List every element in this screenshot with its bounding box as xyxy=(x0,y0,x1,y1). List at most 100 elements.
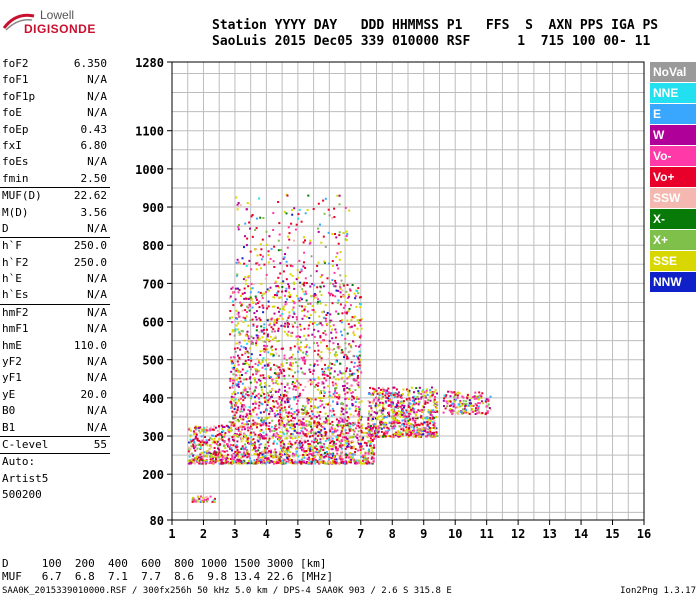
echo-point xyxy=(354,462,357,465)
echo-point xyxy=(348,428,351,431)
echo-point xyxy=(327,415,329,418)
echo-point xyxy=(319,300,321,303)
echo-point xyxy=(276,292,279,295)
echo-point xyxy=(284,290,287,292)
echo-point xyxy=(266,451,269,454)
echo-point xyxy=(347,456,350,459)
echo-point xyxy=(393,408,396,411)
echo-point xyxy=(357,287,360,290)
echo-point xyxy=(402,400,405,403)
echo-point xyxy=(287,442,290,445)
echo-point xyxy=(264,340,267,343)
echo-point xyxy=(397,410,400,413)
echo-point xyxy=(387,427,390,430)
echo-point xyxy=(288,311,291,314)
echo-point xyxy=(247,352,250,355)
echo-point xyxy=(350,441,353,444)
echo-point xyxy=(468,404,470,407)
echo-point xyxy=(294,371,296,374)
echo-point xyxy=(208,448,211,451)
echo-point xyxy=(246,420,248,423)
echo-point xyxy=(357,384,360,387)
echo-point xyxy=(275,424,277,427)
echo-point xyxy=(250,442,253,445)
echo-point xyxy=(237,383,240,386)
echo-point xyxy=(298,299,301,302)
echo-point xyxy=(255,424,257,427)
echo-point xyxy=(302,409,305,412)
echo-point xyxy=(244,352,247,355)
echo-point xyxy=(426,434,429,437)
echo-point xyxy=(275,451,278,454)
echo-point xyxy=(316,300,319,303)
echo-point xyxy=(260,394,263,397)
echo-point xyxy=(287,446,290,449)
echo-point xyxy=(416,435,419,438)
echo-point xyxy=(343,420,346,423)
echo-point xyxy=(366,462,368,465)
echo-point xyxy=(270,460,273,462)
echo-point xyxy=(354,345,357,347)
echo-point xyxy=(274,348,277,351)
echo-point xyxy=(387,404,390,407)
echo-point xyxy=(312,432,315,435)
echo-point xyxy=(288,455,291,458)
echo-point xyxy=(421,415,424,418)
echo-point xyxy=(328,347,331,350)
echo-point xyxy=(238,357,241,360)
echo-point xyxy=(381,413,384,416)
echo-point xyxy=(192,430,195,433)
echo-point xyxy=(432,416,434,419)
echo-point xyxy=(259,411,262,414)
echo-point xyxy=(335,436,338,439)
echo-point xyxy=(228,446,231,448)
echo-point xyxy=(363,441,366,444)
echo-point xyxy=(373,411,376,414)
legend-entry: SSW xyxy=(650,188,696,208)
echo-point xyxy=(285,302,288,305)
echo-point xyxy=(274,435,277,438)
echo-point xyxy=(310,295,313,297)
echo-point xyxy=(420,393,423,395)
echo-point xyxy=(380,415,383,418)
echo-point xyxy=(332,283,335,285)
echo-point xyxy=(392,409,394,412)
echo-point xyxy=(390,435,393,438)
echo-point xyxy=(289,426,292,429)
echo-point xyxy=(227,445,229,448)
echo-point xyxy=(273,266,276,268)
echo-point xyxy=(371,462,374,465)
echo-point xyxy=(334,395,337,398)
echo-point xyxy=(236,208,239,211)
echo-point xyxy=(271,380,274,382)
echo-point xyxy=(248,406,251,409)
echo-point xyxy=(369,426,372,429)
echo-point xyxy=(380,388,382,391)
echo-point xyxy=(342,282,345,285)
echo-point xyxy=(298,397,301,400)
echo-point xyxy=(202,430,205,433)
echo-point xyxy=(286,333,289,336)
echo-point xyxy=(333,353,336,356)
echo-point xyxy=(358,322,360,324)
echo-point xyxy=(313,297,316,299)
echo-point xyxy=(253,453,256,455)
echo-point xyxy=(356,413,359,416)
echo-point xyxy=(246,330,249,333)
echo-point xyxy=(432,401,435,404)
echo-point xyxy=(290,332,293,334)
echo-point xyxy=(279,431,282,433)
echo-point xyxy=(276,306,279,309)
echo-point xyxy=(248,366,251,368)
echo-point xyxy=(328,428,331,431)
echo-point xyxy=(405,423,408,426)
echo-point xyxy=(193,441,196,443)
echo-point xyxy=(454,393,457,396)
echo-point xyxy=(216,430,219,432)
echo-point xyxy=(188,462,191,465)
echo-point xyxy=(262,423,265,426)
echo-point xyxy=(303,327,306,330)
echo-point xyxy=(466,393,469,396)
echo-point xyxy=(254,295,257,298)
echo-point xyxy=(277,354,280,357)
